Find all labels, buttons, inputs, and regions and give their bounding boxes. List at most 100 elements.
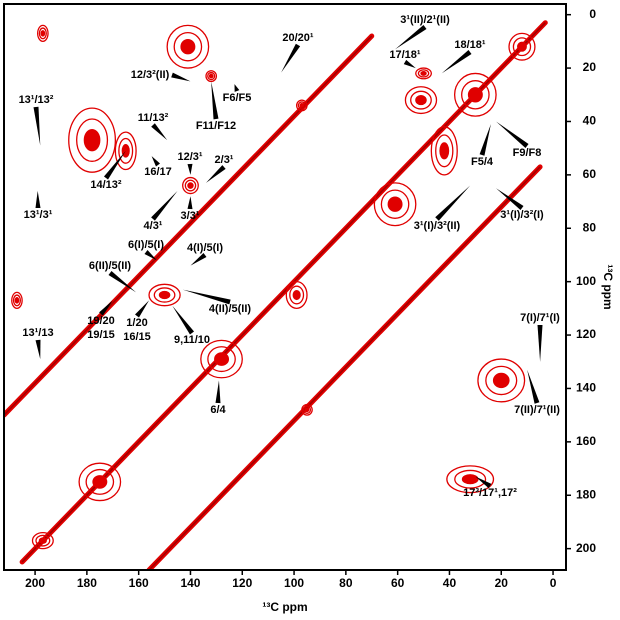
peak-label: 7(I)/7¹(I)	[520, 312, 560, 324]
cross-peak	[78, 462, 122, 502]
peak-label: 20/20¹	[282, 32, 314, 44]
contour-ring	[296, 99, 308, 112]
peak-label: 9,11/10	[174, 334, 210, 346]
annotation-arrow	[537, 324, 543, 362]
contour-ring	[12, 294, 22, 307]
cross-peak	[166, 24, 210, 69]
x-tick-label: 0	[550, 576, 557, 590]
x-axis-label: ¹³C ppm	[262, 600, 307, 614]
cross-peak	[11, 291, 23, 310]
peak-label: F6/F5	[223, 92, 252, 104]
y-tick-label: 120	[576, 327, 596, 341]
annotation-arrow	[496, 121, 529, 148]
contour-ring	[461, 80, 490, 110]
x-tick-label: 100	[284, 576, 304, 590]
annotation-arrow	[151, 123, 168, 141]
contour-ring	[68, 107, 117, 173]
annotation-arrow	[108, 270, 137, 293]
cross-peak	[205, 70, 218, 83]
contour-ring	[158, 290, 171, 300]
cross-peak	[453, 72, 497, 117]
cross-peak	[182, 176, 199, 195]
y-tick-label: 140	[576, 381, 596, 395]
contour-ring	[184, 179, 197, 192]
peak-label: 3/3¹	[181, 210, 200, 222]
peak-label: 12/3²(II)	[131, 69, 170, 81]
contour-ring	[454, 469, 487, 489]
contour-ring	[301, 403, 313, 416]
x-tick-label: 120	[232, 576, 252, 590]
plot-area	[4, 20, 548, 570]
contour-ring	[148, 283, 181, 307]
contour-ring	[302, 405, 312, 414]
peak-label: 3¹(II)/2¹(II)	[400, 14, 450, 26]
peak-label: 4(II)/5(II)	[209, 303, 252, 315]
contour-ring	[467, 87, 483, 103]
peak-label: 13¹/13	[22, 327, 53, 339]
contour-ring	[37, 24, 49, 43]
contour-ring	[187, 182, 194, 189]
peak-label: 19/20	[87, 315, 115, 327]
cross-peak	[31, 531, 54, 550]
contour-ring	[11, 291, 23, 310]
contour-ring	[83, 128, 101, 152]
x-tick-label: 200	[25, 576, 45, 590]
cross-peak	[148, 283, 181, 307]
contour-ring	[289, 285, 305, 305]
annotation-arrow	[211, 81, 219, 120]
annotation-arrow	[479, 124, 491, 156]
annotation-arrow	[190, 252, 207, 266]
peak-label: 11/13²	[138, 112, 169, 124]
contour-ring	[200, 339, 243, 379]
peak-label: 3¹(I)/3²(I)	[500, 209, 544, 221]
contour-ring	[373, 182, 417, 227]
cross-peak	[68, 107, 117, 173]
peak-label: 18/18¹	[454, 39, 486, 51]
cross-peak	[114, 131, 137, 171]
cross-peak	[404, 86, 438, 115]
contour-ring	[207, 71, 216, 81]
contour-ring	[477, 358, 526, 403]
annotation-arrow	[35, 339, 41, 360]
annotation-arrow	[234, 84, 240, 92]
x-tick-label: 60	[391, 576, 405, 590]
contour-ring	[417, 69, 430, 78]
contour-ring	[92, 475, 108, 489]
annotation-arrow	[403, 59, 416, 69]
peak-label: 4/3¹	[144, 220, 163, 232]
contour-ring	[182, 176, 199, 195]
y-tick-label: 200	[576, 541, 596, 555]
cross-peak	[430, 126, 458, 176]
contour-ring	[214, 352, 230, 366]
y-tick-label: 160	[576, 434, 596, 448]
peak-label: 14/13²	[90, 179, 122, 191]
contour-ring	[166, 24, 210, 69]
contour-ring	[35, 534, 51, 547]
contour-ring	[508, 32, 536, 61]
contour-ring	[304, 407, 310, 413]
contour-ring	[446, 465, 495, 494]
annotation-arrow	[215, 380, 221, 404]
contour-ring	[380, 189, 410, 219]
contour-ring	[453, 72, 497, 117]
contour-ring	[430, 126, 458, 176]
diagonal-ridge-core	[148, 166, 541, 570]
cross-peak	[415, 67, 432, 80]
y-tick-label: 60	[583, 167, 597, 181]
contour-ring	[285, 281, 308, 310]
peak-label: 17³/17¹,17²	[463, 487, 517, 499]
cross-peak	[285, 281, 308, 310]
peak-label: 12/3¹	[177, 151, 202, 163]
contour-ring	[40, 30, 46, 37]
y-tick-label: 180	[576, 487, 596, 501]
y-tick-label: 40	[583, 114, 597, 128]
contour-ring	[118, 137, 134, 164]
peak-label: F11/F12	[196, 120, 236, 132]
contour-ring	[153, 287, 176, 303]
y-tick-label: 20	[583, 60, 597, 74]
x-tick-label: 20	[495, 576, 509, 590]
contour-ring	[114, 131, 137, 171]
annotation-arrow	[135, 300, 150, 318]
annotation-arrow	[475, 476, 492, 489]
annotation-arrow	[171, 72, 191, 82]
